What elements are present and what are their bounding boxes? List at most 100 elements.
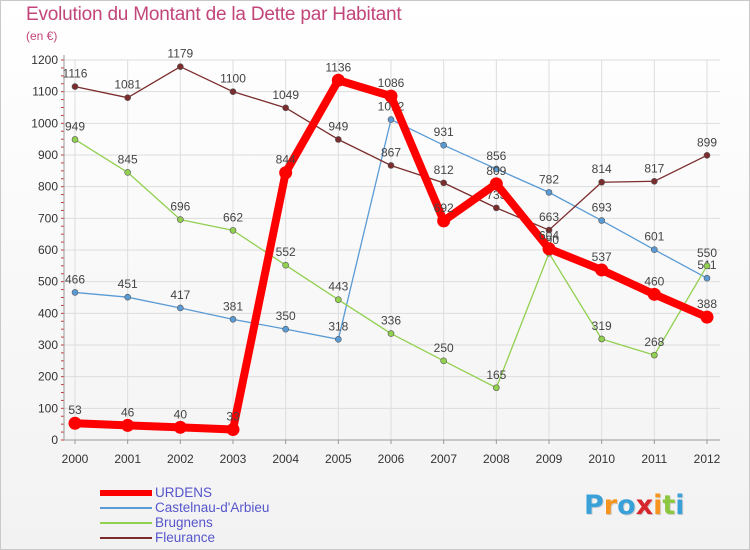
data-point-brugnens-2012 [703, 262, 711, 270]
data-point-castelnau-d-arbieu-2003 [229, 316, 237, 323]
data-point-urdens-2002 [173, 420, 187, 434]
data-point-urdens-2006 [384, 89, 398, 103]
legend-swatch-urdens [100, 490, 152, 496]
legend-label-brugnens: Brugnens [155, 515, 213, 530]
data-label-castelnau-d-arbieu-2011: 601 [644, 230, 664, 244]
data-label-castelnau-d-arbieu-2000: 466 [65, 272, 85, 286]
data-point-brugnens-2010 [598, 335, 605, 343]
data-point-urdens-2007 [437, 214, 451, 228]
data-point-fleurance-2009 [545, 226, 553, 234]
data-point-castelnau-d-arbieu-2001 [124, 293, 131, 301]
data-label-brugnens-2007: 250 [434, 341, 454, 355]
data-point-castelnau-d-arbieu-2012 [703, 274, 711, 282]
logo-letter: i [675, 490, 685, 521]
data-label-brugnens-2001: 845 [118, 152, 138, 166]
data-point-castelnau-d-arbieu-2000 [71, 289, 79, 296]
data-point-fleurance-2008 [493, 204, 500, 212]
data-point-fleurance-2007 [440, 179, 447, 187]
logo-letter: t [662, 490, 676, 521]
data-label-fleurance-2003: 1100 [220, 72, 246, 86]
data-point-castelnau-d-arbieu-2007 [440, 141, 447, 149]
y-tick-label-400: 400 [38, 306, 58, 320]
legend-item-castelnau: Castelnau-d'Arbieu [100, 501, 420, 515]
data-point-castelnau-d-arbieu-2011 [651, 246, 658, 253]
data-label-urdens-2012: 388 [697, 297, 717, 311]
data-point-fleurance-2001 [124, 94, 131, 101]
data-label-castelnau-d-arbieu-2001: 451 [118, 277, 138, 291]
data-label-fleurance-2006: 867 [381, 145, 401, 159]
data-point-fleurance-2006 [387, 162, 395, 169]
logo-letter: x [635, 490, 654, 521]
data-label-urdens-2010: 537 [592, 250, 612, 264]
x-tick-label-2002: 2002 [167, 452, 194, 466]
data-point-brugnens-2001 [124, 169, 131, 176]
data-point-urdens-2011 [647, 287, 661, 301]
data-point-fleurance-2002 [177, 63, 184, 70]
data-point-fleurance-2005 [335, 136, 342, 143]
legend-label-castelnau: Castelnau-d'Arbieu [155, 500, 270, 515]
data-label-urdens-2011: 460 [644, 274, 664, 288]
data-label-urdens-2006: 1086 [378, 76, 405, 90]
data-label-urdens-2007: 692 [434, 201, 454, 215]
y-tick-label-300: 300 [38, 338, 58, 352]
data-point-brugnens-2002 [177, 216, 184, 223]
data-point-castelnau-d-arbieu-2009 [545, 189, 553, 196]
data-label-castelnau-d-arbieu-2002: 417 [170, 288, 190, 302]
chart-legend: URDENS Castelnau-d'Arbieu Brugnens Fleur… [100, 486, 420, 546]
data-label-brugnens-2012: 550 [697, 246, 717, 260]
data-label-castelnau-d-arbieu-2008: 856 [486, 149, 506, 163]
legend-swatch-fleurance [100, 537, 152, 539]
data-point-castelnau-d-arbieu-2002 [177, 304, 184, 312]
data-label-fleurance-2004: 1049 [272, 88, 299, 102]
data-point-castelnau-d-arbieu-2006 [387, 116, 395, 123]
y-tick-label-1100: 1100 [32, 85, 58, 99]
x-tick-label-2010: 2010 [588, 452, 615, 466]
data-point-fleurance-2000 [71, 83, 79, 90]
data-point-urdens-2000 [68, 416, 82, 430]
data-point-urdens-2009 [542, 242, 556, 256]
x-tick-label-2011: 2011 [641, 452, 667, 466]
legend-item-urdens: URDENS [100, 486, 420, 500]
y-tick-label-0: 0 [51, 433, 58, 447]
y-tick-label-800: 800 [38, 180, 58, 194]
legend-label-fleurance: Fleurance [155, 530, 216, 545]
y-tick-label-100: 100 [38, 401, 58, 415]
data-point-fleurance-2010 [598, 178, 605, 186]
y-tick-label-1200: 1200 [31, 53, 58, 67]
data-label-fleurance-2000: 1116 [63, 67, 88, 81]
data-point-urdens-2012 [700, 310, 714, 324]
x-tick-label-2006: 2006 [378, 452, 405, 466]
y-tick-label-600: 600 [38, 243, 58, 257]
data-point-fleurance-2011 [651, 177, 658, 185]
legend-swatch-brugnens [100, 522, 152, 524]
y-tick-label-500: 500 [38, 275, 58, 289]
data-label-urdens-2004: 844 [276, 153, 296, 167]
data-point-brugnens-2007 [440, 357, 447, 365]
data-label-fleurance-2011: 817 [644, 161, 664, 175]
data-label-brugnens-2002: 696 [170, 200, 190, 214]
x-tick-label-2007: 2007 [430, 452, 457, 466]
data-label-urdens-2008: 809 [486, 164, 506, 178]
data-point-castelnau-d-arbieu-2004 [282, 325, 289, 333]
legend-swatch-castelnau [100, 507, 152, 509]
data-label-fleurance-2012: 899 [697, 135, 717, 149]
data-point-urdens-2005 [331, 73, 345, 87]
data-label-fleurance-2002: 1179 [167, 47, 193, 61]
data-label-brugnens-2008: 165 [486, 368, 506, 382]
data-point-brugnens-2004 [282, 261, 289, 269]
data-point-urdens-2004 [279, 166, 293, 180]
data-point-fleurance-2003 [229, 88, 237, 95]
data-label-urdens-2005: 1136 [325, 60, 351, 74]
x-tick-label-2008: 2008 [483, 452, 510, 466]
data-point-brugnens-2005 [335, 296, 342, 304]
data-label-brugnens-2010: 319 [592, 319, 612, 333]
y-tick-label-1000: 1000 [31, 116, 58, 130]
data-label-urdens-2009: 604 [539, 229, 559, 243]
x-tick-label-2009: 2009 [536, 452, 563, 466]
chart-unit-label: (en €) [26, 29, 58, 43]
data-point-brugnens-2011 [651, 351, 658, 359]
data-label-castelnau-d-arbieu-2003: 381 [223, 299, 243, 313]
y-tick-label-900: 900 [38, 148, 58, 162]
x-tick-label-2012: 2012 [694, 452, 721, 466]
data-label-fleurance-2010: 814 [592, 162, 612, 176]
